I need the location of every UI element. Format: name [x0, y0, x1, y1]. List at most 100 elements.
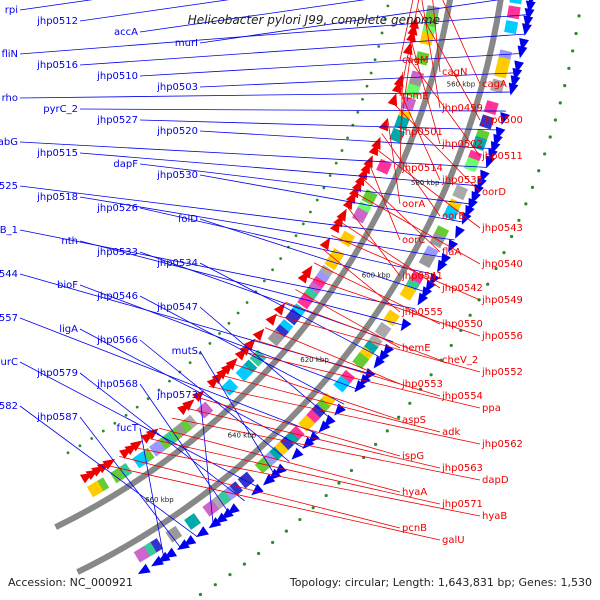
- kbp-tick-label: 600 kbp: [362, 271, 391, 279]
- reverse-cog-block: [338, 230, 356, 248]
- kbp-tick-label: 640 kbp: [228, 431, 257, 439]
- forward-gene-label: nth: [61, 236, 78, 247]
- forward-gene-arrow: [400, 318, 412, 332]
- gc-dot: [337, 481, 341, 485]
- reverse-gene-label: hyaB: [482, 511, 507, 522]
- reverse-gene-label: hyaA: [402, 487, 427, 498]
- forward-gene-label: jhp0546: [96, 291, 138, 302]
- forward-gene-arrow: [500, 112, 510, 125]
- forward-gene-label: jhp0516: [36, 60, 78, 71]
- forward-gene-label: jhp0530: [156, 170, 198, 181]
- gc-dot: [397, 415, 401, 419]
- reverse-gene-arrow: [387, 93, 398, 107]
- forward-cog-block: [504, 20, 519, 35]
- label-leader-line: [139, 339, 290, 462]
- label-leader-line: [139, 119, 500, 131]
- reverse-gene-label: jhp0562: [481, 439, 523, 450]
- gc-dot: [346, 136, 349, 140]
- reverse-cog-block: [221, 378, 239, 396]
- forward-gene-arrow: [448, 239, 459, 253]
- reverse-gene-label: jhp0563: [441, 463, 483, 474]
- gc-dot: [298, 517, 302, 522]
- gc-dot: [385, 429, 389, 433]
- gc-dot: [124, 413, 128, 417]
- label-leader-line: [79, 108, 506, 112]
- reverse-gene-arrow: [129, 440, 143, 452]
- label-leader-line: [19, 185, 455, 241]
- label-leader-line: [275, 314, 481, 373]
- reverse-gene-arrow: [124, 444, 138, 456]
- gc-dot: [571, 49, 575, 53]
- forward-cog-block: [494, 63, 509, 79]
- label-leader-line: [347, 206, 401, 277]
- forward-gene-arrow: [354, 379, 366, 393]
- gc-dot: [377, 44, 381, 48]
- forward-gene-arrow: [196, 526, 209, 538]
- reverse-gene-label: jhp0552: [481, 367, 523, 378]
- label-leader-line: [368, 163, 401, 241]
- label-leader-line: [397, 87, 441, 181]
- reverse-gene-label: jhp0511: [481, 151, 523, 162]
- gc-dot: [574, 31, 578, 36]
- reverse-gene-arrow: [234, 348, 247, 361]
- label-leader-line: [313, 262, 441, 325]
- gc-dot: [242, 562, 247, 566]
- forward-gene-label: jhp0544: [0, 269, 18, 280]
- gc-dot: [361, 97, 364, 101]
- gc-dot: [236, 311, 240, 315]
- reverse-gene-label: cagN: [442, 67, 467, 78]
- gc-dot: [322, 186, 326, 190]
- forward-cog-block: [165, 525, 183, 543]
- label-leader-line: [285, 302, 441, 361]
- label-leader-line: [361, 177, 441, 253]
- label-leader-line: [139, 207, 436, 276]
- reverse-gene-arrow: [265, 313, 277, 326]
- reverse-gene-label: dapD: [482, 475, 509, 486]
- forward-cog-block: [479, 114, 495, 130]
- gc-dot: [373, 58, 377, 62]
- label-leader-line: [399, 0, 414, 61]
- reverse-gene-label: galU: [442, 535, 465, 546]
- label-leader-line: [387, 118, 401, 205]
- gc-dot: [502, 251, 506, 255]
- label-leader-line: [199, 394, 214, 526]
- label-leader-line: [254, 339, 441, 397]
- label-leader-line: [79, 33, 526, 66]
- gc-dot: [494, 266, 498, 271]
- gc-dot: [558, 101, 562, 105]
- forward-gene-label: fucT: [117, 423, 139, 434]
- reverse-gene-label: oorA: [402, 199, 425, 210]
- gc-dot: [356, 110, 360, 114]
- reverse-gene-arrow: [342, 197, 353, 210]
- gc-dot: [227, 321, 231, 325]
- label-leader-line: [199, 72, 517, 88]
- gc-dot: [386, 4, 390, 8]
- reverse-gene-label: oorC: [402, 235, 425, 246]
- reverse-gene-arrow: [351, 179, 362, 193]
- reverse-gene-arrow: [297, 270, 309, 284]
- gc-dot: [101, 429, 105, 433]
- label-leader-line: [442, 0, 481, 85]
- gc-dot: [188, 361, 192, 365]
- gc-dot: [530, 185, 535, 189]
- label-leader-line: [19, 141, 487, 168]
- label-leader-line: [139, 163, 472, 205]
- gc-dot: [311, 506, 315, 510]
- label-leader-line: [381, 133, 441, 217]
- forward-cog-block: [452, 184, 469, 201]
- forward-cog-block: [490, 78, 505, 94]
- gc-dot: [257, 551, 261, 556]
- reverse-gene-label: jhp0500: [481, 115, 523, 126]
- label-leader-line: [399, 71, 404, 169]
- label-leader-line: [19, 91, 512, 99]
- label-leader-line: [421, 0, 441, 109]
- label-leader-line: [417, 8, 481, 121]
- gc-dot: [198, 592, 203, 597]
- label-leader-line: [339, 221, 441, 289]
- label-leader-line: [199, 350, 276, 476]
- reverse-gene-label: jhp0499: [441, 103, 483, 114]
- gc-dot: [429, 373, 433, 377]
- gene-label-layer: rpi jhp0512 accA murI fliN jhp0516 jhp0510 jhp0…: [0, 5, 523, 546]
